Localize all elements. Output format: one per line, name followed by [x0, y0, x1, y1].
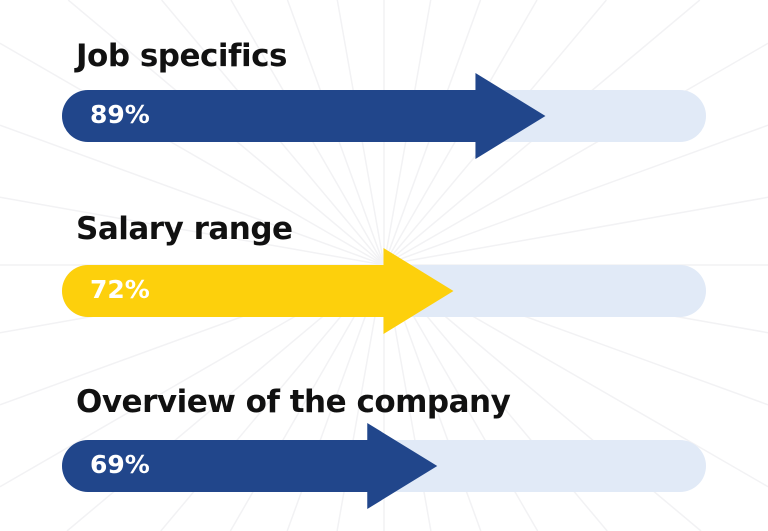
background-ray — [383, 196, 768, 266]
category-label-job-specifics: Job specifics — [76, 38, 287, 74]
background-ray — [0, 196, 385, 266]
value-label-company-overview: 69% — [90, 450, 150, 479]
bar-arrow-job-specifics — [62, 73, 546, 159]
background-ray — [383, 42, 768, 266]
background-ray — [0, 124, 385, 266]
category-label-salary-range: Salary range — [76, 211, 293, 247]
value-label-salary-range: 72% — [90, 275, 150, 304]
value-label-job-specifics: 89% — [90, 100, 150, 129]
bar-arrow-salary-range — [62, 248, 454, 334]
category-label-company-overview: Overview of the company — [76, 384, 511, 420]
bar-arrow-overview-of-the-company — [62, 423, 438, 509]
background-ray — [383, 124, 768, 266]
background-ray — [0, 42, 385, 266]
